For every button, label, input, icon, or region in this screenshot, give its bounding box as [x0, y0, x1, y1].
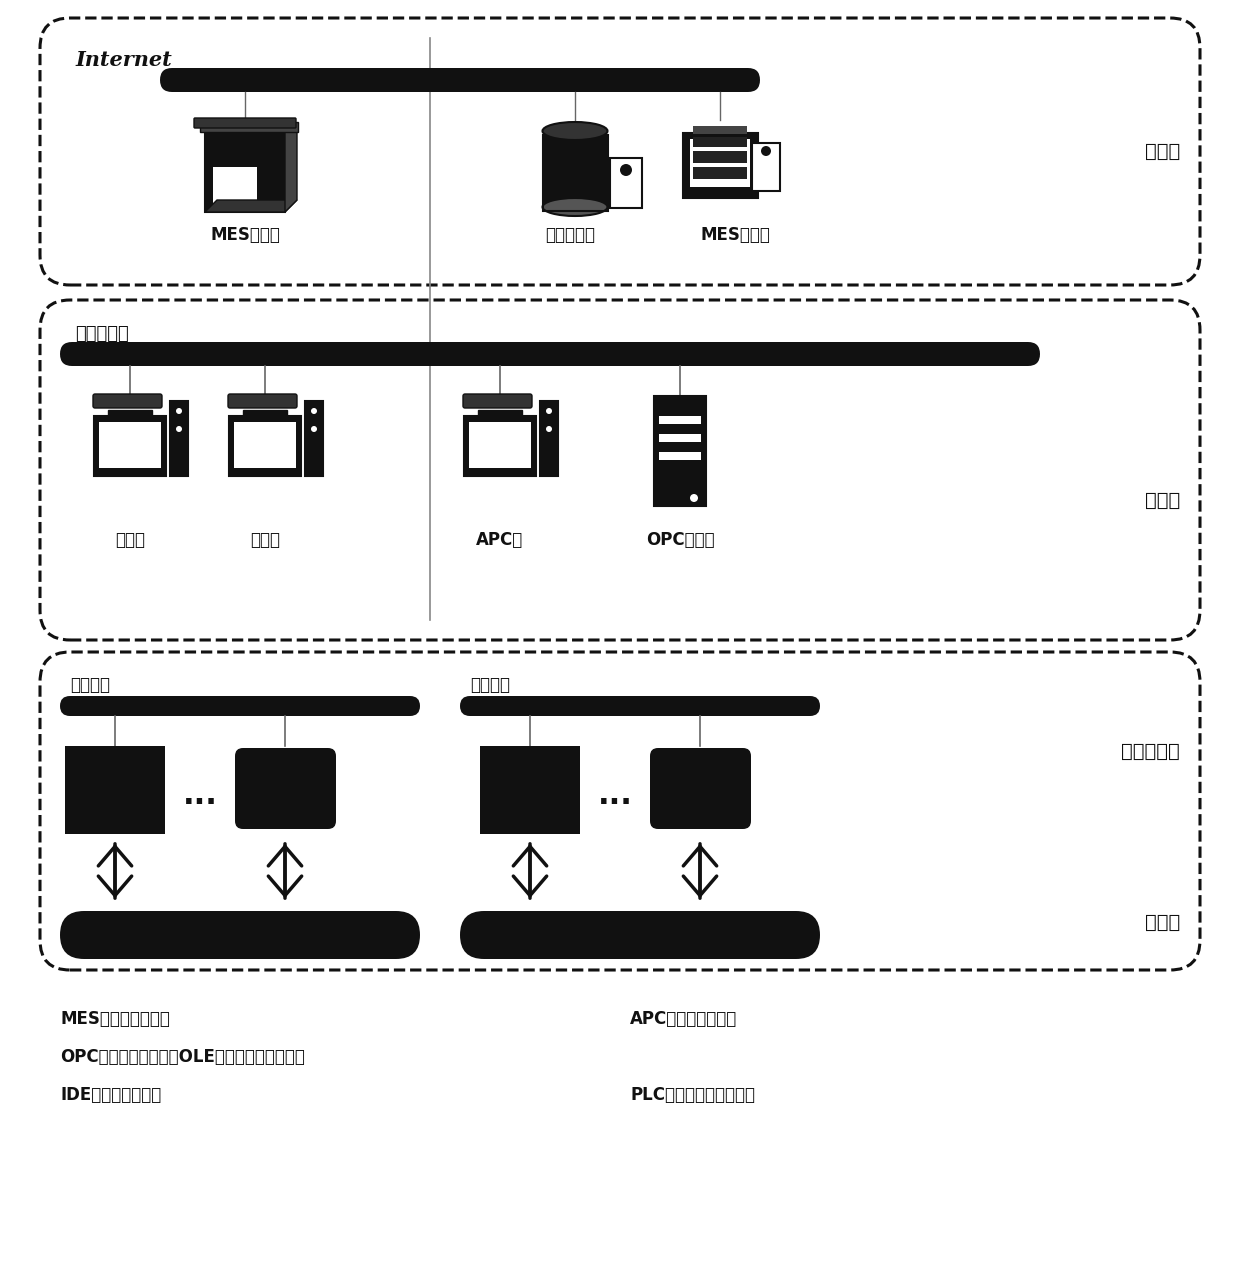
- Text: 物理层: 物理层: [1145, 912, 1180, 932]
- Bar: [229, 417, 301, 475]
- Text: MES：制造执行系统: MES：制造执行系统: [60, 1010, 170, 1028]
- Polygon shape: [205, 199, 298, 212]
- Bar: [94, 417, 166, 475]
- FancyBboxPatch shape: [93, 394, 162, 408]
- FancyBboxPatch shape: [460, 697, 820, 716]
- Circle shape: [546, 426, 552, 432]
- Bar: [243, 410, 286, 415]
- Text: 监督层: 监督层: [1145, 491, 1180, 510]
- FancyBboxPatch shape: [40, 18, 1200, 285]
- Bar: [693, 137, 746, 147]
- Bar: [539, 401, 558, 475]
- Text: MES客户端: MES客户端: [210, 226, 280, 244]
- Bar: [658, 452, 701, 460]
- FancyBboxPatch shape: [228, 394, 298, 408]
- Text: 现场总线: 现场总线: [69, 676, 110, 694]
- Text: ...: ...: [182, 782, 217, 810]
- Bar: [477, 410, 522, 415]
- Bar: [543, 135, 608, 211]
- Text: OPC服务器: OPC服务器: [646, 530, 714, 550]
- FancyBboxPatch shape: [160, 68, 760, 92]
- Bar: [200, 121, 298, 132]
- FancyBboxPatch shape: [40, 652, 1200, 970]
- Text: OPC：用于过程控制的OLE（对象连接与嵌入）: OPC：用于过程控制的OLE（对象连接与嵌入）: [60, 1048, 305, 1066]
- FancyBboxPatch shape: [60, 343, 1040, 366]
- Bar: [99, 422, 161, 468]
- Text: APC：先进过程控制: APC：先进过程控制: [630, 1010, 738, 1028]
- FancyBboxPatch shape: [60, 911, 420, 958]
- Text: 历史服务器: 历史服务器: [546, 226, 595, 244]
- Bar: [610, 158, 642, 208]
- FancyBboxPatch shape: [193, 118, 296, 128]
- Bar: [108, 410, 153, 415]
- Circle shape: [311, 426, 317, 432]
- Bar: [213, 167, 257, 207]
- Text: 实时控制层: 实时控制层: [1121, 741, 1180, 760]
- Bar: [693, 151, 746, 164]
- Bar: [693, 167, 746, 179]
- Bar: [543, 135, 608, 211]
- Bar: [464, 417, 536, 475]
- FancyBboxPatch shape: [40, 300, 1200, 640]
- Bar: [305, 401, 322, 475]
- Bar: [205, 121, 285, 212]
- Polygon shape: [285, 124, 298, 212]
- Text: IDE：智能电子设备: IDE：智能电子设备: [60, 1086, 161, 1104]
- Text: PLC：可编程逻辑控制器: PLC：可编程逻辑控制器: [630, 1086, 755, 1104]
- Bar: [689, 139, 750, 187]
- Bar: [64, 746, 165, 835]
- Text: 管理层: 管理层: [1145, 142, 1180, 161]
- Text: APC站: APC站: [476, 530, 523, 550]
- Bar: [658, 417, 701, 424]
- FancyBboxPatch shape: [60, 697, 420, 716]
- FancyBboxPatch shape: [236, 748, 336, 829]
- Bar: [653, 396, 706, 506]
- Bar: [234, 422, 296, 468]
- Text: 现场总线: 现场总线: [470, 676, 510, 694]
- Text: 工业以太网: 工业以太网: [74, 325, 129, 343]
- Circle shape: [689, 495, 698, 502]
- Text: ...: ...: [598, 782, 632, 810]
- Circle shape: [176, 408, 182, 414]
- Bar: [469, 422, 531, 468]
- Text: 维修站: 维修站: [250, 530, 280, 550]
- Text: Internet: Internet: [74, 50, 172, 70]
- FancyBboxPatch shape: [650, 748, 751, 829]
- Bar: [658, 435, 701, 442]
- Circle shape: [176, 426, 182, 432]
- Circle shape: [311, 408, 317, 414]
- FancyBboxPatch shape: [463, 394, 532, 408]
- Text: MES服务器: MES服务器: [701, 226, 770, 244]
- Circle shape: [546, 408, 552, 414]
- Ellipse shape: [543, 121, 608, 141]
- Bar: [693, 127, 746, 134]
- Bar: [170, 401, 188, 475]
- Circle shape: [761, 146, 771, 156]
- Circle shape: [620, 164, 632, 176]
- Bar: [683, 133, 758, 198]
- Bar: [480, 746, 580, 835]
- FancyBboxPatch shape: [460, 911, 820, 958]
- Ellipse shape: [543, 198, 608, 216]
- Bar: [751, 143, 780, 190]
- Text: 工程站: 工程站: [115, 530, 145, 550]
